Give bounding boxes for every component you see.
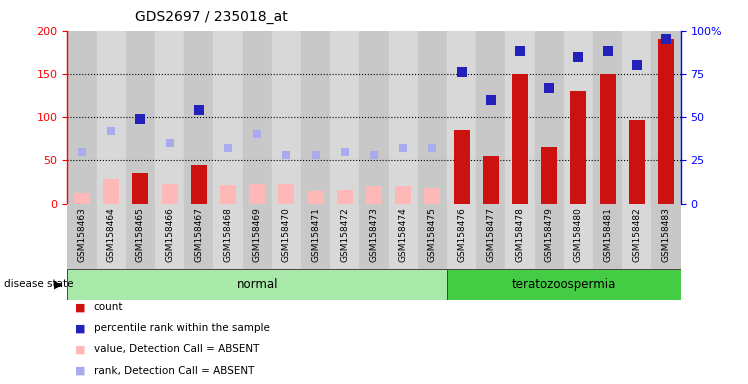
Bar — [652, 31, 681, 204]
Bar — [593, 204, 622, 269]
Text: GSM158475: GSM158475 — [428, 207, 437, 262]
Bar — [213, 31, 242, 204]
Bar — [307, 190, 324, 204]
Bar — [652, 204, 681, 269]
Text: GDS2697 / 235018_at: GDS2697 / 235018_at — [135, 10, 287, 23]
Text: GSM158473: GSM158473 — [370, 207, 378, 262]
Text: rank, Detection Call = ABSENT: rank, Detection Call = ABSENT — [94, 366, 254, 376]
Bar — [155, 31, 184, 204]
Bar — [571, 91, 586, 204]
Text: GSM158479: GSM158479 — [545, 207, 554, 262]
Bar — [74, 193, 90, 204]
Bar — [126, 204, 155, 269]
Bar — [96, 204, 126, 269]
Bar — [184, 204, 213, 269]
Bar — [658, 40, 674, 204]
Bar — [213, 204, 242, 269]
Bar — [476, 204, 506, 269]
Bar — [272, 204, 301, 269]
Bar — [512, 74, 528, 204]
Bar — [418, 31, 447, 204]
Bar — [453, 130, 470, 204]
Bar — [424, 188, 441, 204]
Bar — [96, 31, 126, 204]
Bar — [418, 204, 447, 269]
Bar — [191, 165, 206, 204]
Bar — [366, 186, 382, 204]
Text: GSM158464: GSM158464 — [107, 207, 116, 262]
Text: ■: ■ — [75, 302, 85, 312]
Bar — [67, 204, 96, 269]
Bar — [220, 185, 236, 204]
Bar — [126, 31, 155, 204]
Text: ■: ■ — [75, 323, 85, 333]
Bar — [447, 31, 476, 204]
Bar — [389, 204, 418, 269]
Bar — [162, 184, 177, 204]
Text: count: count — [94, 302, 123, 312]
Text: GSM158478: GSM158478 — [515, 207, 524, 262]
Text: percentile rank within the sample: percentile rank within the sample — [94, 323, 269, 333]
Text: GSM158466: GSM158466 — [165, 207, 174, 262]
Text: GSM158472: GSM158472 — [340, 207, 349, 262]
Text: ■: ■ — [75, 344, 85, 354]
Bar — [330, 31, 359, 204]
Bar — [184, 31, 213, 204]
Bar — [482, 156, 499, 204]
Bar — [535, 204, 564, 269]
Bar — [132, 173, 148, 204]
Bar — [542, 147, 557, 204]
Bar — [301, 204, 330, 269]
Bar — [622, 204, 652, 269]
Bar — [564, 204, 593, 269]
Text: normal: normal — [236, 278, 278, 291]
Bar — [67, 31, 96, 204]
Bar — [506, 31, 535, 204]
Bar — [272, 31, 301, 204]
Text: GSM158463: GSM158463 — [78, 207, 87, 262]
Text: GSM158468: GSM158468 — [224, 207, 233, 262]
Bar — [476, 31, 506, 204]
Bar — [301, 31, 330, 204]
Bar — [359, 31, 389, 204]
Bar — [600, 74, 616, 204]
Bar — [278, 184, 295, 204]
Text: GSM158474: GSM158474 — [399, 207, 408, 262]
Text: GSM158465: GSM158465 — [136, 207, 145, 262]
Bar — [67, 269, 447, 300]
Bar — [389, 31, 418, 204]
Bar — [564, 31, 593, 204]
Text: disease state: disease state — [4, 279, 73, 289]
Bar — [103, 179, 119, 204]
Text: ▶: ▶ — [54, 279, 62, 289]
Bar — [622, 31, 652, 204]
Bar — [242, 204, 272, 269]
Bar — [593, 31, 622, 204]
Text: GSM158481: GSM158481 — [603, 207, 612, 262]
Text: value, Detection Call = ABSENT: value, Detection Call = ABSENT — [94, 344, 259, 354]
Text: GSM158483: GSM158483 — [661, 207, 670, 262]
Text: GSM158480: GSM158480 — [574, 207, 583, 262]
Text: GSM158477: GSM158477 — [486, 207, 495, 262]
Text: GSM158471: GSM158471 — [311, 207, 320, 262]
Text: ■: ■ — [75, 366, 85, 376]
Text: GSM158476: GSM158476 — [457, 207, 466, 262]
Bar — [395, 186, 411, 204]
Bar — [359, 204, 389, 269]
Text: teratozoospermia: teratozoospermia — [512, 278, 616, 291]
Bar — [506, 204, 535, 269]
Bar — [337, 190, 353, 204]
Text: GSM158469: GSM158469 — [253, 207, 262, 262]
Bar — [242, 31, 272, 204]
Bar — [535, 31, 564, 204]
Text: GSM158470: GSM158470 — [282, 207, 291, 262]
Bar — [447, 269, 681, 300]
Text: GSM158467: GSM158467 — [194, 207, 203, 262]
Bar — [330, 204, 359, 269]
Bar — [447, 204, 476, 269]
Text: GSM158482: GSM158482 — [632, 207, 641, 262]
Bar — [155, 204, 184, 269]
Bar — [629, 120, 645, 204]
Bar — [249, 184, 266, 204]
